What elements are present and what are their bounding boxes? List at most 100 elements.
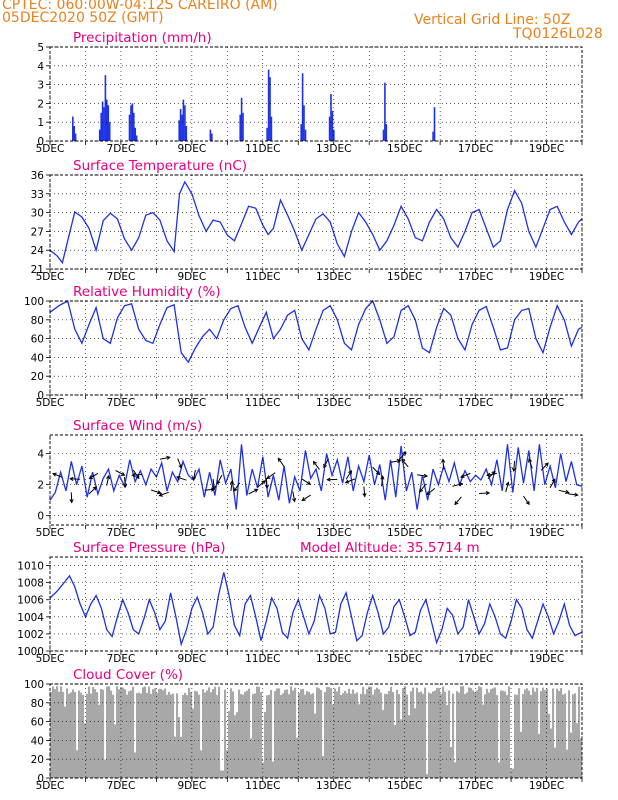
precip-bar [239, 114, 241, 141]
cloud-panel: 0 20 40 60 80 100 5DEC 7DEC 9DEC 11DEC 13DEC 15DEC 1… [24, 667, 583, 792]
x-tick-label: 17DEC [458, 527, 493, 539]
x-tick-label: 7DEC [107, 271, 136, 283]
x-tick-label: 11DEC [245, 653, 280, 665]
x-tick-label: 15DEC [387, 271, 422, 283]
cloud-bar [580, 738, 583, 778]
cloud-bar [394, 725, 397, 778]
cloud-bar [436, 687, 439, 778]
cloud-bar [224, 689, 227, 778]
wind-arrow [132, 469, 140, 479]
cloud-bar [510, 768, 513, 778]
precip-bar [107, 105, 110, 141]
precip-bar [100, 112, 102, 141]
cloud-bar [92, 687, 95, 778]
cloud-bar [286, 689, 289, 778]
cloud-bar [340, 695, 343, 778]
cloud-bar [188, 688, 191, 778]
cloud-y-tick-label: 20 [31, 754, 44, 766]
x-tick-label: 9DEC [177, 143, 206, 155]
cloud-bar [566, 749, 569, 778]
rh-y-tick-label: 60 [31, 334, 44, 346]
rh-y-tick-label: 20 [31, 371, 44, 383]
cloud-bar [482, 704, 485, 778]
cloud-bar [184, 692, 187, 778]
wind-arrow [479, 492, 490, 494]
cloud-bar [284, 689, 287, 778]
wind-arrow [390, 460, 401, 463]
cloud-bar [358, 704, 361, 778]
cloud-bar [460, 686, 463, 778]
wind-arrow-head [277, 457, 282, 462]
precip-bar [382, 129, 385, 141]
cloud-bar [554, 747, 557, 778]
x-tick-label: 17DEC [458, 271, 493, 283]
wind-arrow [363, 486, 366, 497]
cloud-bar [244, 691, 247, 778]
cloud-bar [262, 762, 265, 778]
cloud-bar [326, 687, 329, 778]
cloud-bar [102, 689, 105, 778]
cloud-bar [568, 690, 571, 778]
wind-arrow-head [401, 458, 406, 463]
cloud-bar [134, 752, 137, 778]
cloud-bar [530, 694, 533, 778]
cloud-bar [264, 711, 267, 778]
precip-bar [74, 133, 77, 141]
pressure-y-tick-label: 1006 [17, 595, 44, 607]
cloud-bar [324, 692, 327, 778]
cloud-bar [158, 688, 161, 778]
x-tick-label: 15DEC [387, 397, 422, 409]
cloud-bar [348, 688, 351, 778]
cloud-bar [518, 688, 521, 778]
x-tick-label: 9DEC [177, 271, 206, 283]
cloud-y-tick-label: 80 [31, 698, 44, 710]
precip-bar [385, 124, 388, 141]
precip-bar [133, 112, 135, 141]
cloud-bar [222, 770, 225, 778]
x-tick-label: 15DEC [387, 143, 422, 155]
cloud-bar [292, 690, 295, 778]
temp-y-tick-label: 21 [31, 264, 44, 276]
wind-arrow-head [511, 467, 517, 472]
cloud-bar [302, 689, 305, 778]
cloud-bar [312, 693, 315, 778]
wind-arrow-head [402, 451, 407, 456]
pressure-frame [49, 556, 583, 652]
cloud-bar [390, 686, 393, 778]
wind-arrow [398, 451, 407, 461]
cloud-bar [432, 691, 435, 778]
cloud-bar [240, 694, 243, 778]
cloud-bar [112, 694, 115, 778]
cloud-bar [562, 694, 565, 778]
wind-arrow-head [574, 492, 579, 497]
cloud-bar [440, 693, 443, 778]
cloud-bar [570, 732, 573, 778]
rh-title: Relative Humidity (%) [73, 284, 221, 300]
wind-arrow-head [551, 478, 556, 483]
precip-bar [328, 116, 331, 141]
wind-arrow [150, 489, 161, 494]
wind-y-tick-label: 0 [37, 511, 44, 523]
precip-bar [131, 103, 134, 141]
cloud-bar [130, 690, 133, 778]
cloud-bar [520, 731, 523, 778]
cloud-bar [454, 762, 457, 778]
cloud-bar [206, 690, 209, 778]
wind-arrow [540, 462, 549, 471]
wind-arrow [442, 459, 445, 470]
rh-frame [49, 300, 583, 396]
precip-bar [184, 105, 186, 141]
temp-frame [49, 174, 583, 270]
wind-arrow [567, 493, 578, 496]
cloud-bar [136, 693, 139, 778]
wind-panel: 0 2 4 5DEC 7DEC 9DEC 11DEC 13DEC 15DEC 17DEC 19DEC… [36, 418, 583, 539]
cloud-bar [60, 686, 63, 778]
cloud-bar [56, 686, 59, 778]
precip-y-tick-label: 5 [37, 42, 44, 54]
wind-arrow [487, 472, 497, 476]
cloud-bar [400, 719, 403, 778]
x-tick-label: 9DEC [177, 780, 206, 792]
wind-arrow [301, 478, 311, 485]
wind-arrow [159, 491, 169, 497]
cloud-bar [186, 695, 189, 778]
